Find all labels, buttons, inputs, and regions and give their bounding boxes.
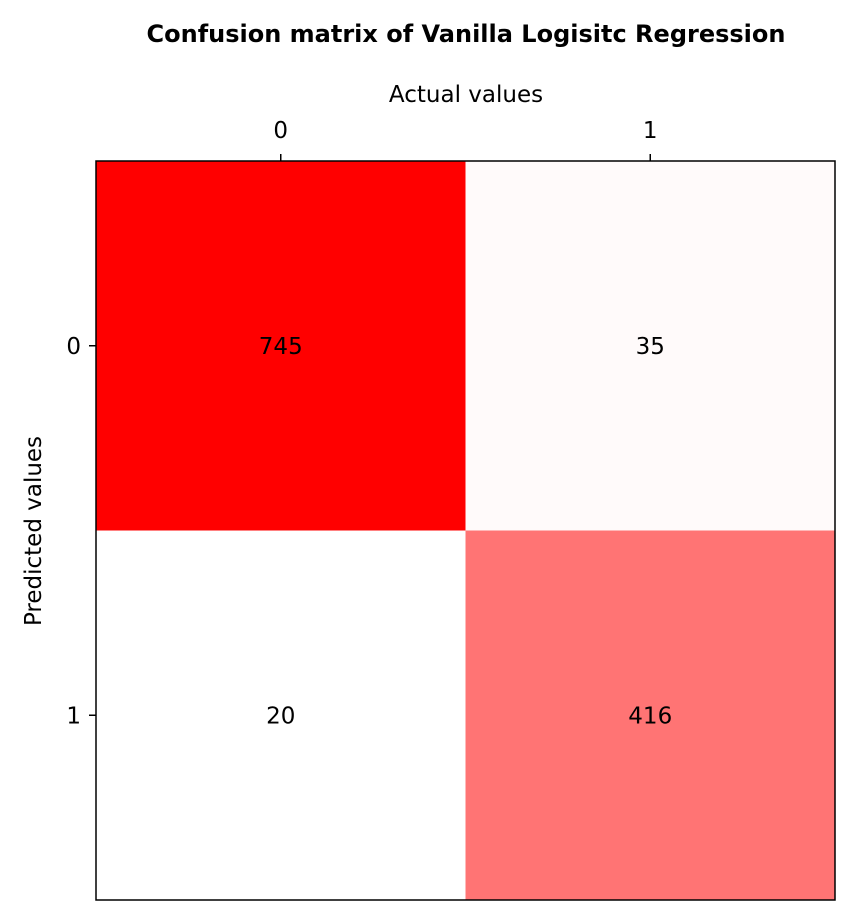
y-tick-label-1: 1 <box>66 703 81 729</box>
y-tick-label-0: 0 <box>66 334 81 360</box>
heatmap-cells: 745 35 20 416 <box>96 161 836 901</box>
axis-ticks: 0 1 0 1 <box>66 118 657 729</box>
cell-value-r0-c1: 35 <box>636 334 665 360</box>
x-axis-label: Actual values <box>389 82 543 108</box>
chart-title: Confusion matrix of Vanilla Logisitc Reg… <box>147 20 786 48</box>
cell-value-r1-c0: 20 <box>266 703 295 729</box>
heatmap-cell-r0-c1 <box>465 161 836 531</box>
plot-frame <box>95 160 836 901</box>
heatmap-cell-r1-c0 <box>96 530 466 901</box>
cell-value-r1-c1: 416 <box>628 703 672 729</box>
x-tick-label-1: 1 <box>643 118 658 144</box>
y-axis-label: Predicted values <box>21 436 47 626</box>
cell-value-r0-c0: 745 <box>259 334 303 360</box>
heatmap-cell-r0-c0 <box>96 161 466 531</box>
heatmap-cell-r1-c1 <box>465 530 836 901</box>
x-tick-label-0: 0 <box>273 118 288 144</box>
